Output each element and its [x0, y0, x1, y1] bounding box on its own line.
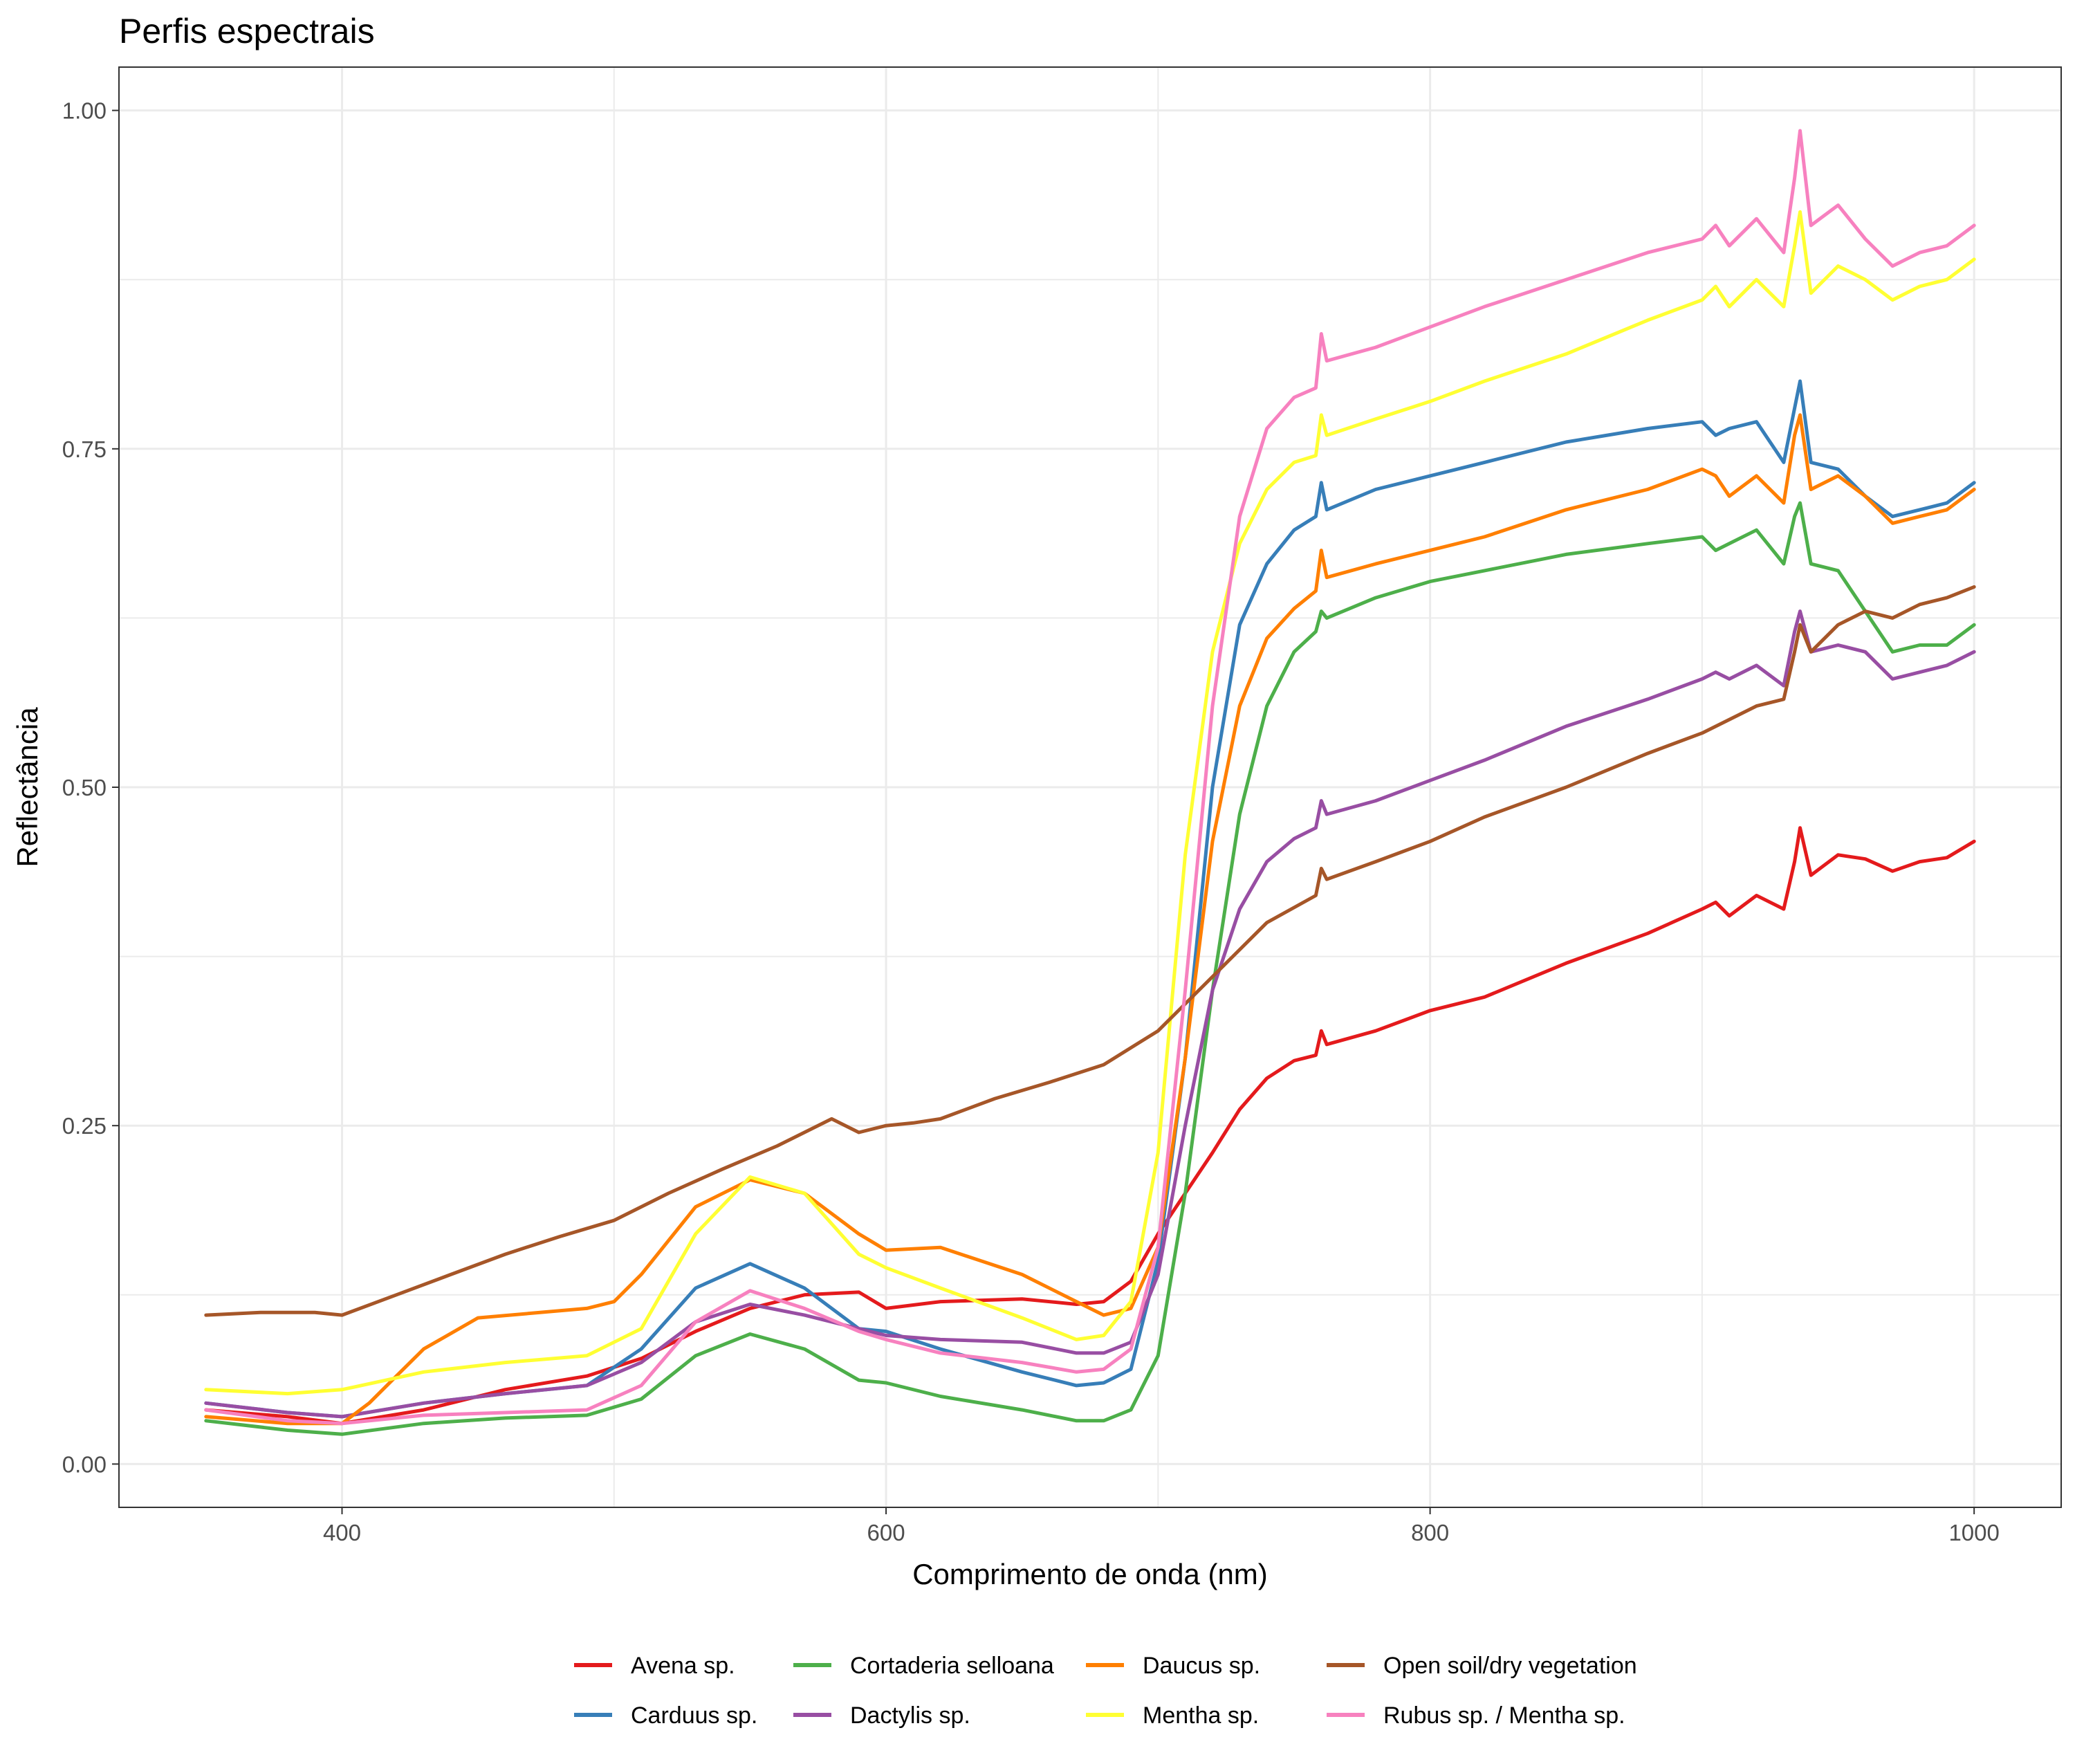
- legend-label-5: Daucus sp.: [1143, 1653, 1260, 1679]
- x-tick-label-2: 800: [1411, 1520, 1449, 1545]
- legend-label-2: Carduus sp.: [631, 1702, 757, 1729]
- y-tick-label-0: 0.00: [62, 1451, 107, 1477]
- x-tick-label-1: 600: [867, 1520, 905, 1545]
- y-tick-label-4: 1.00: [62, 98, 107, 124]
- x-tick-label-3: 1000: [1948, 1520, 1999, 1545]
- series-line-3: [204, 501, 1976, 1436]
- legend: Avena sp. Carduus sp. Cortaderia selloana D…: [574, 1653, 1637, 1729]
- legend-label-1: Avena sp.: [631, 1653, 735, 1679]
- series-line-6: [204, 210, 1976, 1396]
- legend-label-6: Mentha sp.: [1143, 1702, 1259, 1729]
- series-line-1: [204, 826, 1976, 1426]
- series-line-5: [204, 413, 1976, 1426]
- legend-label-7: Open soil/dry vegetation: [1383, 1653, 1637, 1679]
- series-line-7: [204, 585, 1976, 1317]
- series-layer: [204, 129, 1976, 1436]
- legend-label-3: Cortaderia selloana: [850, 1653, 1054, 1679]
- axis-layer: 400 600 800 1000 0.00 0.25 0.50 0.75 1.00: [62, 98, 2000, 1545]
- chart-title: Perfis espectrais: [119, 12, 375, 50]
- x-axis-title: Comprimento de onda (nm): [912, 1558, 1268, 1590]
- series-line-8: [204, 129, 1976, 1426]
- y-tick-label-3: 0.75: [62, 437, 107, 462]
- y-axis-title: Reflectância: [11, 707, 44, 867]
- series-line-4: [204, 609, 1976, 1419]
- series-line-2: [204, 379, 1976, 1419]
- legend-label-8: Rubus sp. / Mentha sp.: [1383, 1702, 1625, 1729]
- y-tick-label-2: 0.50: [62, 775, 107, 800]
- x-tick-label-0: 400: [323, 1520, 361, 1545]
- y-tick-label-1: 0.25: [62, 1113, 107, 1139]
- legend-label-4: Dactylis sp.: [850, 1702, 970, 1729]
